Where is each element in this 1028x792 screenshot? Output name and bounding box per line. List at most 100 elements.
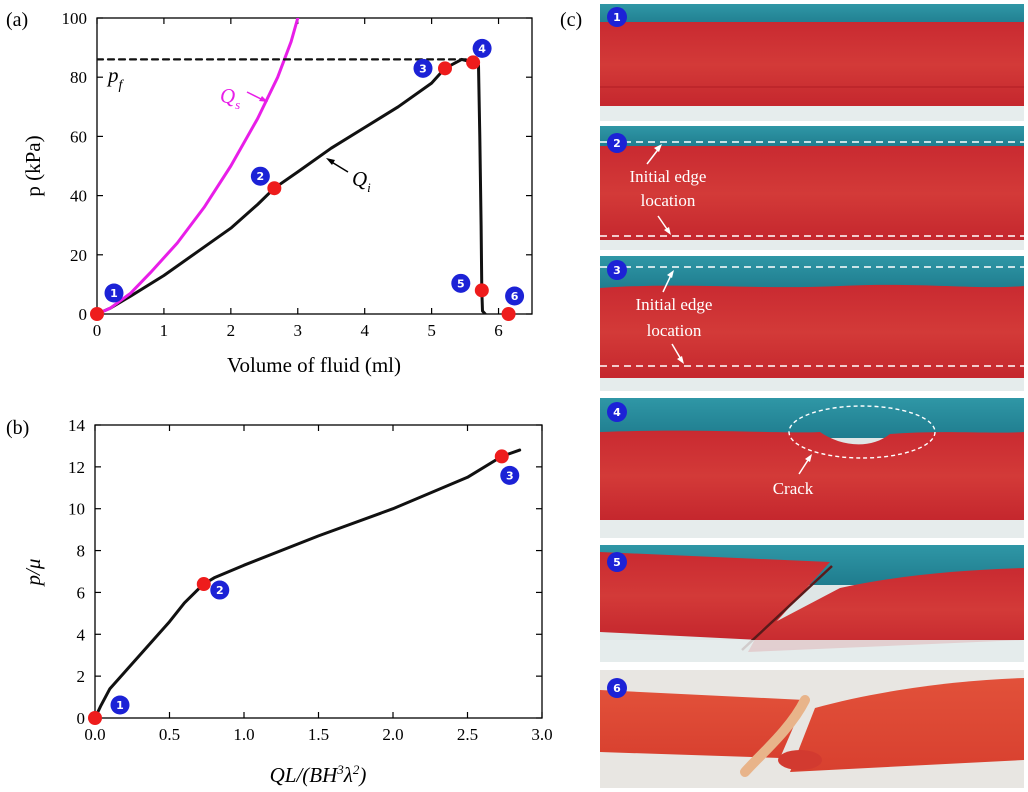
data-point-2 [196, 577, 211, 592]
chart-a-y-axis-title: p (kPa) [21, 135, 45, 196]
chart-b-y-axis-title: p/μ [21, 559, 45, 588]
point-badge-4 [472, 38, 492, 58]
series-line-Qi [97, 57, 487, 314]
photo-2-badge [607, 133, 627, 153]
data-point-6 [501, 307, 516, 321]
qs-arrowhead [259, 96, 268, 102]
photo-2-badge-text: 2 [613, 137, 621, 150]
chart-a-frame [96, 17, 533, 315]
point-badge-label-2: 2 [216, 584, 224, 597]
point-badge-1 [110, 695, 130, 715]
photo-panel: (c) 1 Initial edge location 2 [560, 4, 1024, 788]
y-tick-label: 8 [77, 542, 86, 561]
data-point-5 [474, 283, 489, 298]
panel-b-label: (b) [6, 417, 29, 439]
photo-6: 6 [600, 670, 1024, 788]
chart-b-frame [94, 424, 543, 719]
x-tick-label: 1.5 [308, 725, 329, 744]
y-tick-label: 2 [77, 667, 86, 686]
point-badge-label-3: 3 [506, 469, 514, 482]
photo-5: 5 [600, 545, 1024, 662]
point-badge-label-6: 6 [511, 290, 519, 303]
y-tick-label: 0 [79, 305, 88, 324]
photo-3-text-1: Initial edge [636, 295, 713, 314]
x-tick-label: 6 [494, 321, 503, 340]
point-badge-label-4: 4 [478, 42, 486, 55]
data-point-3 [494, 449, 509, 464]
photo-3: Initial edge location 3 [600, 256, 1024, 391]
x-tick-label: 0.5 [159, 725, 180, 744]
data-point-4 [466, 55, 481, 70]
pf-label: pf [106, 63, 125, 93]
point-badge-5 [451, 273, 471, 293]
photo-1: 1 [600, 4, 1024, 121]
y-tick-label: 12 [68, 458, 85, 477]
point-badge-6 [505, 286, 525, 306]
photo-4-badge-text: 4 [613, 406, 621, 419]
photo-1-badge [607, 7, 627, 27]
chart-a-series [97, 18, 487, 314]
chart-b-ticks [94, 424, 543, 719]
y-tick-label: 40 [70, 187, 87, 206]
point-badge-label-1: 1 [116, 699, 124, 712]
photo-2: Initial edge location 2 [600, 126, 1024, 250]
chart-a-points: 1 2 3 4 5 6 [90, 38, 525, 321]
panel-a-label: (a) [6, 9, 28, 31]
y-tick-label: 4 [77, 625, 86, 644]
point-badge-label-5: 5 [457, 277, 465, 290]
photo-1-badge-text: 1 [613, 11, 621, 24]
x-tick-label: 4 [360, 321, 369, 340]
x-tick-label: 3.0 [531, 725, 552, 744]
x-tick-label: 5 [427, 321, 436, 340]
data-point-1 [90, 307, 104, 321]
y-tick-label: 100 [62, 9, 88, 28]
point-badge-3 [500, 465, 520, 485]
point-badge-3 [413, 58, 433, 78]
panel-c-label: (c) [560, 9, 582, 31]
series-line-Qs [97, 18, 300, 314]
y-tick-label: 20 [70, 246, 87, 265]
chart-a-x-axis-title: Volume of fluid (ml) [227, 353, 401, 377]
series-line-0 [95, 448, 522, 718]
x-tick-label: 2.0 [382, 725, 403, 744]
x-tick-label: 1.0 [233, 725, 254, 744]
x-tick-label: 0 [93, 321, 102, 340]
y-tick-label: 10 [68, 500, 85, 519]
photo-3-text-2: location [647, 321, 702, 340]
photo-2-text-2: location [641, 191, 696, 210]
x-tick-label: 1 [160, 321, 169, 340]
qs-label: Qs [220, 84, 240, 112]
photo-6-badge-text: 6 [613, 682, 621, 695]
chart-b-points: 1 2 3 [88, 449, 520, 725]
crack-ellipse [788, 405, 936, 459]
photo-5-badge [607, 552, 627, 572]
y-tick-label: 0 [77, 709, 86, 728]
point-badge-label-1: 1 [110, 287, 118, 300]
photo-2-text-1: Initial edge [630, 167, 707, 186]
photo-3-badge-text: 3 [613, 264, 621, 277]
x-tick-label: 2 [227, 321, 236, 340]
point-badge-2 [210, 580, 230, 600]
y-tick-label: 14 [68, 416, 86, 435]
data-point-3 [438, 61, 452, 76]
chart-b-series [95, 448, 522, 718]
chart-a-annotations: Qs Qi pf [106, 63, 371, 195]
photo-4-badge [607, 402, 627, 422]
photo-4: Crack 4 [600, 398, 1024, 538]
photo-3-badge [607, 260, 627, 280]
y-tick-label: 6 [77, 583, 86, 602]
x-tick-label: 0.0 [84, 725, 105, 744]
qi-arrowhead [326, 158, 335, 165]
photo-5-badge-text: 5 [613, 556, 621, 569]
y-tick-label: 80 [70, 68, 87, 87]
point-badge-label-3: 3 [419, 62, 427, 75]
photo-6-badge [607, 678, 627, 698]
point-badge-1 [104, 283, 124, 303]
data-point-1 [88, 711, 102, 725]
chart-b-x-axis-title: QL/(BH3λ2) [270, 762, 367, 787]
